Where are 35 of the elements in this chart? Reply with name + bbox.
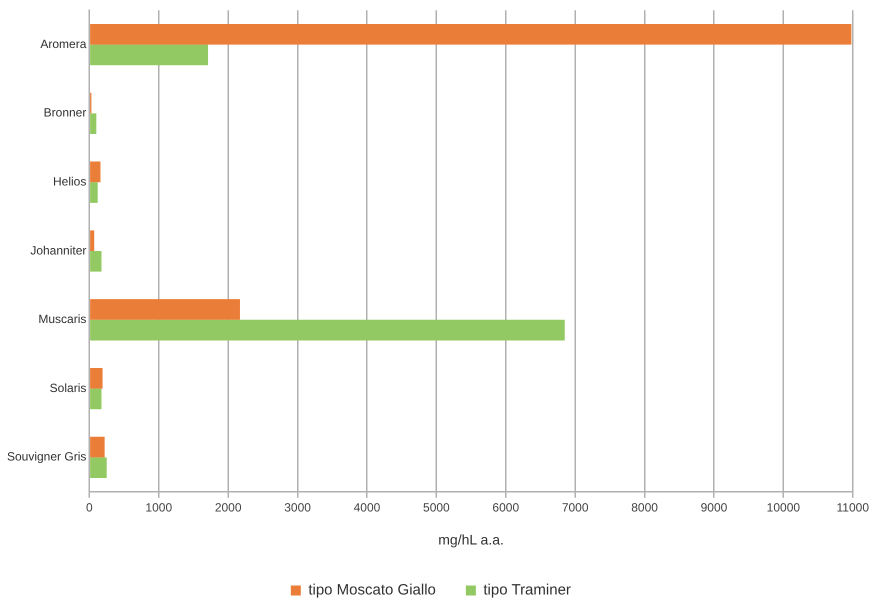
bar	[90, 113, 96, 134]
bar	[90, 299, 240, 320]
x-tick-label: 0	[86, 500, 94, 514]
y-tick-label: Johanniter	[30, 243, 86, 258]
x-tick-label: 6000	[492, 500, 520, 514]
bar	[90, 251, 102, 272]
y-tick-label: Muscaris	[38, 312, 86, 326]
bar	[90, 436, 105, 458]
x-tick-label: 2000	[214, 500, 242, 514]
y-tick-label: Solaris	[50, 380, 86, 395]
bar	[90, 230, 94, 251]
bar	[90, 44, 208, 66]
x-tick-label: 5000	[423, 500, 450, 514]
x-tick-label: 9000	[700, 500, 728, 514]
bar	[90, 24, 852, 45]
y-tick-label: Aromera	[40, 36, 87, 51]
x-tick-label: 7000	[562, 500, 589, 514]
bar	[90, 162, 100, 182]
bar	[90, 368, 103, 389]
x-tick-label: 10000	[766, 500, 800, 514]
bar	[90, 182, 98, 203]
x-tick-label: 4000	[354, 500, 381, 514]
legend-label: tipo Moscato Giallo	[308, 582, 436, 599]
x-tick-label: 1000	[145, 500, 172, 514]
bar	[90, 320, 565, 340]
x-axis-title: mg/hL a.a.	[438, 531, 504, 548]
x-tick-label: 11000	[836, 500, 870, 514]
legend-label: tipo Traminer	[483, 582, 571, 599]
y-tick-label: Bronner	[44, 106, 86, 120]
bar	[90, 457, 107, 478]
y-tick-label: Helios	[53, 174, 86, 189]
x-tick-label: 8000	[631, 500, 658, 514]
y-tick-label: Souvigner Gris	[6, 450, 86, 464]
x-tick-label: 3000	[284, 500, 312, 514]
bar	[90, 388, 102, 410]
